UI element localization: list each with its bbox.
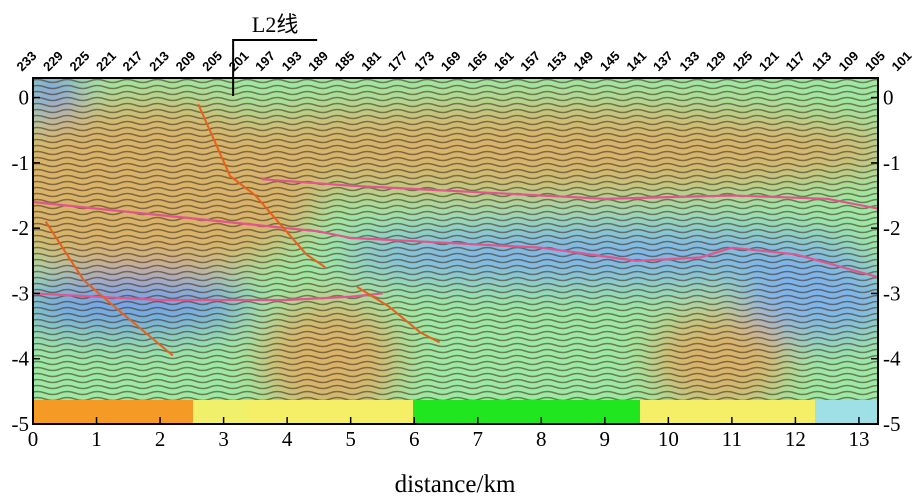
cross-line-bracket <box>232 39 318 96</box>
horizons <box>33 178 878 302</box>
cdp-label: 185 <box>332 48 358 74</box>
y-tick-label-right: -2 <box>883 216 901 240</box>
x-tick-label: 4 <box>282 427 293 451</box>
cdp-label: 229 <box>40 48 66 74</box>
cdp-label: 149 <box>570 48 596 74</box>
cdp-label: 157 <box>517 48 543 74</box>
cdp-label: 141 <box>623 48 649 74</box>
y-tick-label: -5 <box>12 412 30 436</box>
x-tick-label: 12 <box>785 427 806 451</box>
cdp-label: 193 <box>279 48 305 74</box>
cdp-label: 221 <box>93 48 119 74</box>
x-tick-label: 13 <box>848 427 869 451</box>
y-tick-label: -4 <box>12 347 30 371</box>
y-tick-label-right: -4 <box>883 347 901 371</box>
cdp-label: 101 <box>889 48 915 74</box>
x-axis: 0 1 2 3 4 5 6 7 8 9 10 11 12 13 <box>28 417 869 451</box>
cdp-label: 201 <box>226 48 252 74</box>
cdp-label: 165 <box>464 48 490 74</box>
x-tick-label: 9 <box>600 427 611 451</box>
x-axis-label: distance/km <box>395 471 516 498</box>
y-tick-label: 0 <box>19 86 30 110</box>
cdp-label: 121 <box>756 48 782 74</box>
x-tick-label: 1 <box>91 427 102 451</box>
cdp-label: 209 <box>173 48 199 74</box>
bottom-band-yellow-2 <box>248 400 413 424</box>
cdp-label: 113 <box>809 49 834 74</box>
cdp-label: 217 <box>120 48 146 74</box>
cdp-label: 105 <box>862 48 888 74</box>
x-tick-label: 5 <box>345 427 356 451</box>
cdp-label: 189 <box>305 48 331 74</box>
faults <box>44 103 441 357</box>
x-tick-label: 2 <box>155 427 166 451</box>
x-tick-label: 11 <box>722 427 742 451</box>
cdp-label: 117 <box>782 49 807 74</box>
cdp-label: 169 <box>438 48 464 74</box>
bottom-band-yellow-3 <box>640 400 815 424</box>
horizon-line <box>33 292 383 302</box>
cdp-label: 173 <box>411 48 437 74</box>
cdp-label: 161 <box>491 48 517 74</box>
cdp-label: 205 <box>199 48 225 74</box>
cdp-label: 133 <box>676 48 702 74</box>
cdp-label: 225 <box>67 48 93 74</box>
x-tick-label: 10 <box>658 427 679 451</box>
horizon-line <box>261 178 878 210</box>
cross-line-marker: L2线 <box>232 12 318 96</box>
y-tick-label: -2 <box>12 216 30 240</box>
fault-line <box>44 221 174 357</box>
cdp-label: 137 <box>650 48 676 74</box>
cross-line-label: L2线 <box>252 12 298 37</box>
cdp-labels: 233 229 225 221 217 213 209 205 201 197 193 189 185 1… <box>14 48 915 74</box>
cdp-label: 129 <box>703 48 729 74</box>
x-tick-label: 8 <box>536 427 547 451</box>
fault-line <box>197 103 326 269</box>
fault-line <box>356 286 441 344</box>
cdp-label: 181 <box>358 48 384 74</box>
y-tick-label-right: -5 <box>883 412 901 436</box>
x-tick-label: 7 <box>472 427 483 451</box>
plot-frame <box>32 77 879 425</box>
bottom-band-orange <box>33 400 193 424</box>
cdp-label: 177 <box>385 48 411 74</box>
plot-area <box>33 78 878 424</box>
cdp-label: 145 <box>597 48 623 74</box>
cdp-label: 125 <box>729 48 755 74</box>
bottom-band-cyan <box>815 400 878 424</box>
y-tick-label: -1 <box>12 151 30 175</box>
x-tick-label: 6 <box>409 427 420 451</box>
y-tick-label: -3 <box>12 281 30 305</box>
bottom-band-yellow-1 <box>193 400 248 424</box>
y-axis-left: 0 -1 -2 -3 -4 -5 <box>12 86 40 436</box>
cdp-label: 233 <box>14 48 40 74</box>
y-axis-right: 0 -1 -2 -3 -4 -5 <box>871 86 901 436</box>
y-tick-label-right: -1 <box>883 151 901 175</box>
y-tick-label-right: -3 <box>883 281 901 305</box>
reflector-texture <box>33 78 878 424</box>
y-tick-label-right: 0 <box>883 86 894 110</box>
x-tick-label: 0 <box>28 427 39 451</box>
horizon-line <box>33 200 878 279</box>
cdp-label: 197 <box>252 48 278 74</box>
cdp-label: 109 <box>835 48 861 74</box>
cdp-label: 153 <box>544 48 570 74</box>
x-tick-label: 3 <box>218 427 229 451</box>
cdp-label: 213 <box>146 48 172 74</box>
